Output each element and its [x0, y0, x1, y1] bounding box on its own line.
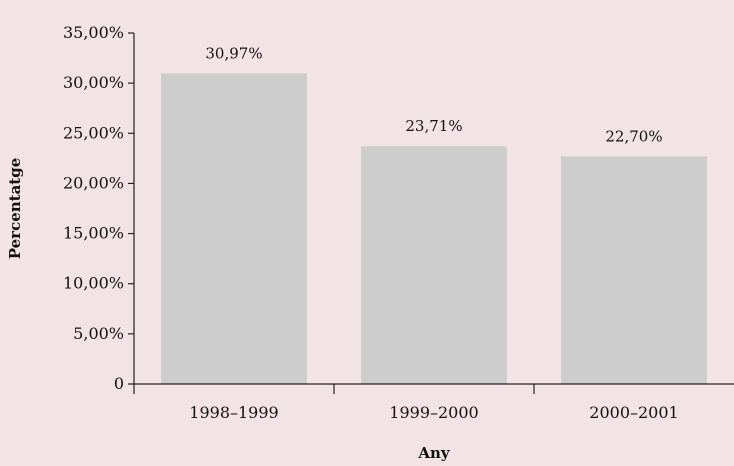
bar — [161, 73, 307, 384]
data-label: 23,71% — [405, 117, 462, 135]
y-tick-label: 30,00% — [63, 73, 124, 92]
y-tick-label: 20,00% — [63, 173, 124, 192]
x-axis-title: Any — [417, 444, 451, 462]
y-tick-label: 0 — [114, 374, 124, 393]
y-tick-label: 35,00% — [63, 23, 124, 42]
y-axis-title: Percentatge — [6, 158, 24, 260]
y-axis-ticks: 0 5,00% 10,00% 15,00% 20,00% 25,00% 30,00% 35,0… — [63, 23, 134, 393]
x-tick-label: 2000–2001 — [589, 403, 678, 422]
x-axis-ticks: 1998–1999 1999–2000 2000–2001 — [189, 384, 679, 422]
data-label: 30,97% — [205, 44, 262, 62]
y-tick-label: 15,00% — [63, 224, 124, 243]
x-tick-label: 1999–2000 — [389, 403, 478, 422]
y-tick-label: 5,00% — [73, 324, 124, 343]
x-tick-label: 1998–1999 — [189, 403, 278, 422]
data-label: 22,70% — [605, 127, 662, 145]
bar — [361, 146, 507, 384]
bars: 30,97% 23,71% 22,70% — [161, 44, 707, 384]
bar — [561, 156, 707, 384]
y-tick-label: 10,00% — [63, 274, 124, 293]
y-tick-label: 25,00% — [63, 123, 124, 142]
